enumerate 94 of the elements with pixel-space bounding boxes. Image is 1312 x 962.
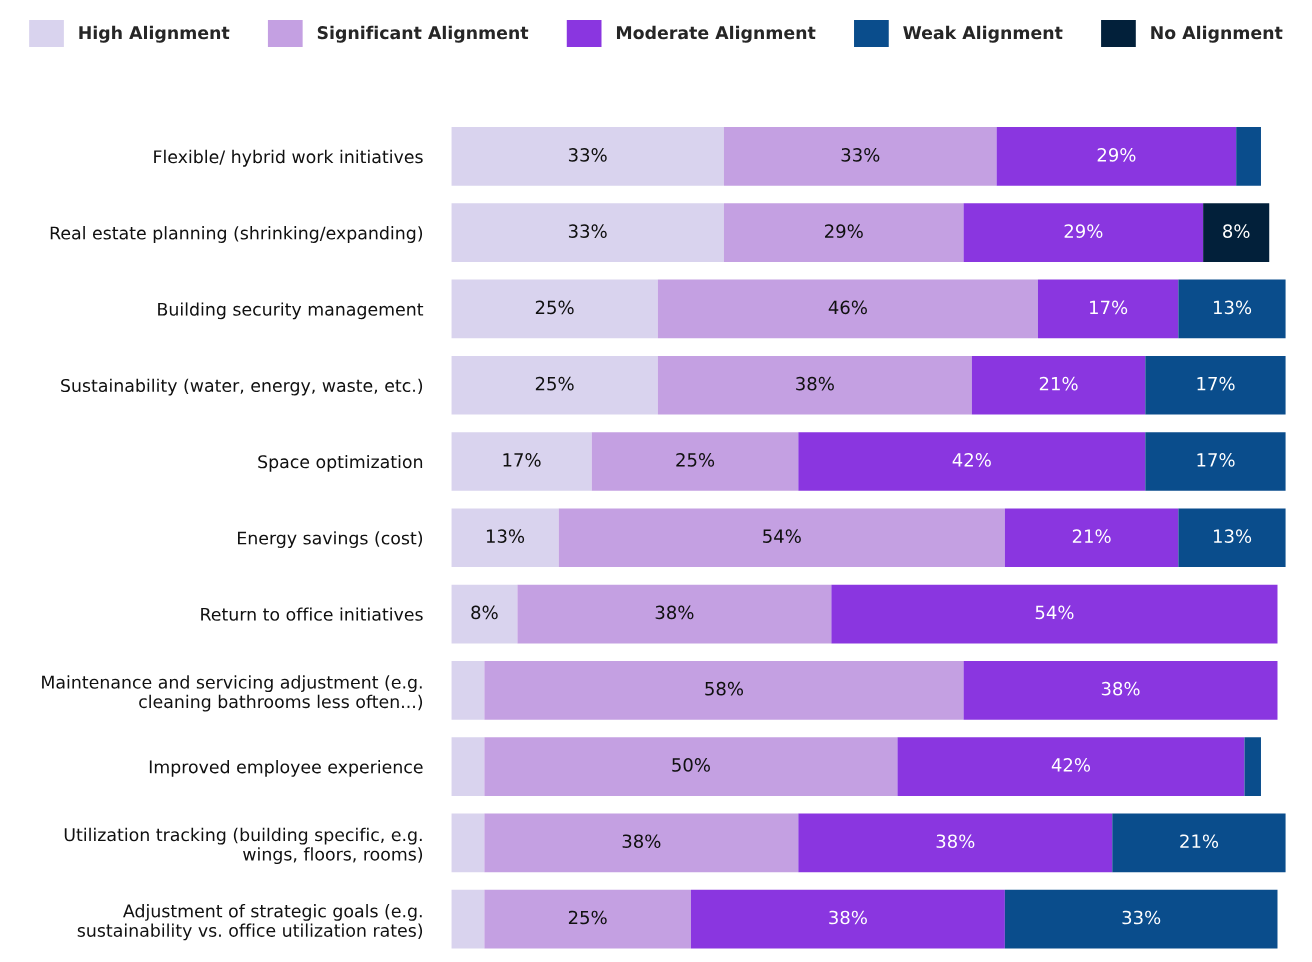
bar	[558, 508, 1005, 568]
data-label: 38%	[655, 605, 694, 620]
bar	[963, 203, 1204, 263]
data-label: 58%	[705, 681, 744, 696]
y-tick-label: Return to office initiatives	[201, 607, 423, 621]
data-label: 54%	[763, 529, 801, 543]
data-label: 46%	[828, 300, 867, 315]
bar	[451, 889, 485, 949]
data-label: 13%	[486, 529, 525, 543]
data-label: 50%	[672, 758, 710, 772]
bar	[897, 737, 1245, 796]
bar	[451, 355, 658, 415]
data-label: 38%	[829, 910, 867, 925]
data-label: 38%	[796, 376, 834, 391]
bar	[690, 889, 1005, 949]
y-tick-label: Utilization tracking (building specific, e.g. wings, floors, rooms)	[64, 827, 423, 865]
bar	[723, 203, 964, 263]
bar	[798, 432, 1146, 491]
bar	[971, 355, 1146, 415]
bar	[1236, 127, 1261, 186]
y-tick-label: Maintenance and servicing adjustment (e.g. cleaning bathrooms less often...)	[42, 675, 423, 712]
data-label: 25%	[535, 376, 574, 391]
bar	[517, 584, 832, 644]
y-tick-label: Adjustment of strategic goals (e.g. sustainability vs. office utilization rates)	[77, 904, 423, 941]
bar	[1037, 279, 1179, 339]
y-tick-label: Real estate planning (shrinking/expanding)	[50, 226, 423, 243]
data-label: 33%	[568, 148, 607, 162]
data-label: 38%	[1101, 681, 1140, 696]
bar	[451, 508, 559, 568]
y-tick-label: Improved employee experience	[149, 759, 423, 777]
y-tick-label: Building security management	[158, 302, 424, 320]
bar	[451, 432, 592, 491]
y-tick-label: Flexible/ hybrid work initiatives	[154, 149, 423, 167]
y-tick-label: Energy savings (cost)	[238, 531, 423, 548]
bar	[996, 127, 1237, 186]
bar	[451, 660, 485, 720]
data-label: 17%	[503, 453, 541, 467]
data-label: 17%	[1090, 300, 1128, 315]
bar	[484, 889, 691, 949]
bar	[484, 660, 964, 720]
data-label: 38%	[936, 834, 975, 849]
data-label: 42%	[1051, 758, 1091, 772]
data-label: 17%	[1197, 453, 1235, 467]
data-label: 21%	[1039, 376, 1078, 391]
data-label: 21%	[1072, 529, 1111, 543]
data-label: 13%	[1213, 529, 1252, 543]
bar	[451, 813, 485, 873]
bar	[723, 127, 997, 186]
legend-label: Weak Alignment	[903, 25, 1063, 43]
bar	[451, 279, 658, 339]
bar	[591, 432, 799, 491]
bar	[451, 203, 724, 263]
data-label: 29%	[1064, 224, 1103, 238]
data-label: 25%	[676, 453, 715, 467]
bar	[451, 737, 485, 796]
bar	[1145, 432, 1286, 491]
data-label: 29%	[825, 224, 863, 238]
bar	[1004, 508, 1179, 568]
data-label: 25%	[568, 910, 607, 925]
bar	[1112, 813, 1286, 873]
data-label: 29%	[1097, 148, 1136, 162]
legend-label: High Alignment	[79, 25, 230, 43]
legend-label: Moderate Alignment	[616, 25, 816, 43]
bar	[657, 355, 972, 415]
bar	[451, 127, 724, 186]
data-label: 42%	[952, 453, 991, 467]
bar	[1004, 889, 1278, 949]
bar	[1203, 203, 1270, 263]
data-label: 33%	[568, 224, 607, 238]
bar	[1244, 737, 1261, 796]
bar	[1145, 355, 1286, 415]
y-tick-label: Sustainability (water, energy, waste, etc.)	[61, 378, 423, 396]
bar	[657, 279, 1038, 339]
legend-label: Significant Alignment	[317, 25, 529, 43]
data-label: 21%	[1180, 834, 1219, 849]
data-label: 8%	[471, 605, 498, 620]
data-label: 17%	[1197, 376, 1235, 391]
data-label: 54%	[1035, 605, 1074, 620]
bar	[798, 813, 1113, 873]
bar	[451, 584, 518, 644]
data-label: 38%	[622, 834, 661, 849]
bar	[484, 813, 799, 873]
bar	[831, 584, 1278, 644]
y-tick-label: Space optimization	[258, 454, 423, 472]
legend-label: No Alignment	[1151, 25, 1283, 43]
data-label: 8%	[1223, 224, 1250, 238]
data-label: 33%	[841, 148, 880, 162]
bar	[1178, 508, 1286, 568]
bar	[963, 660, 1278, 720]
data-label: 13%	[1213, 300, 1252, 315]
data-label: 33%	[1122, 910, 1161, 925]
data-label: 25%	[535, 300, 574, 315]
bar	[484, 737, 898, 796]
bar	[1178, 279, 1286, 339]
